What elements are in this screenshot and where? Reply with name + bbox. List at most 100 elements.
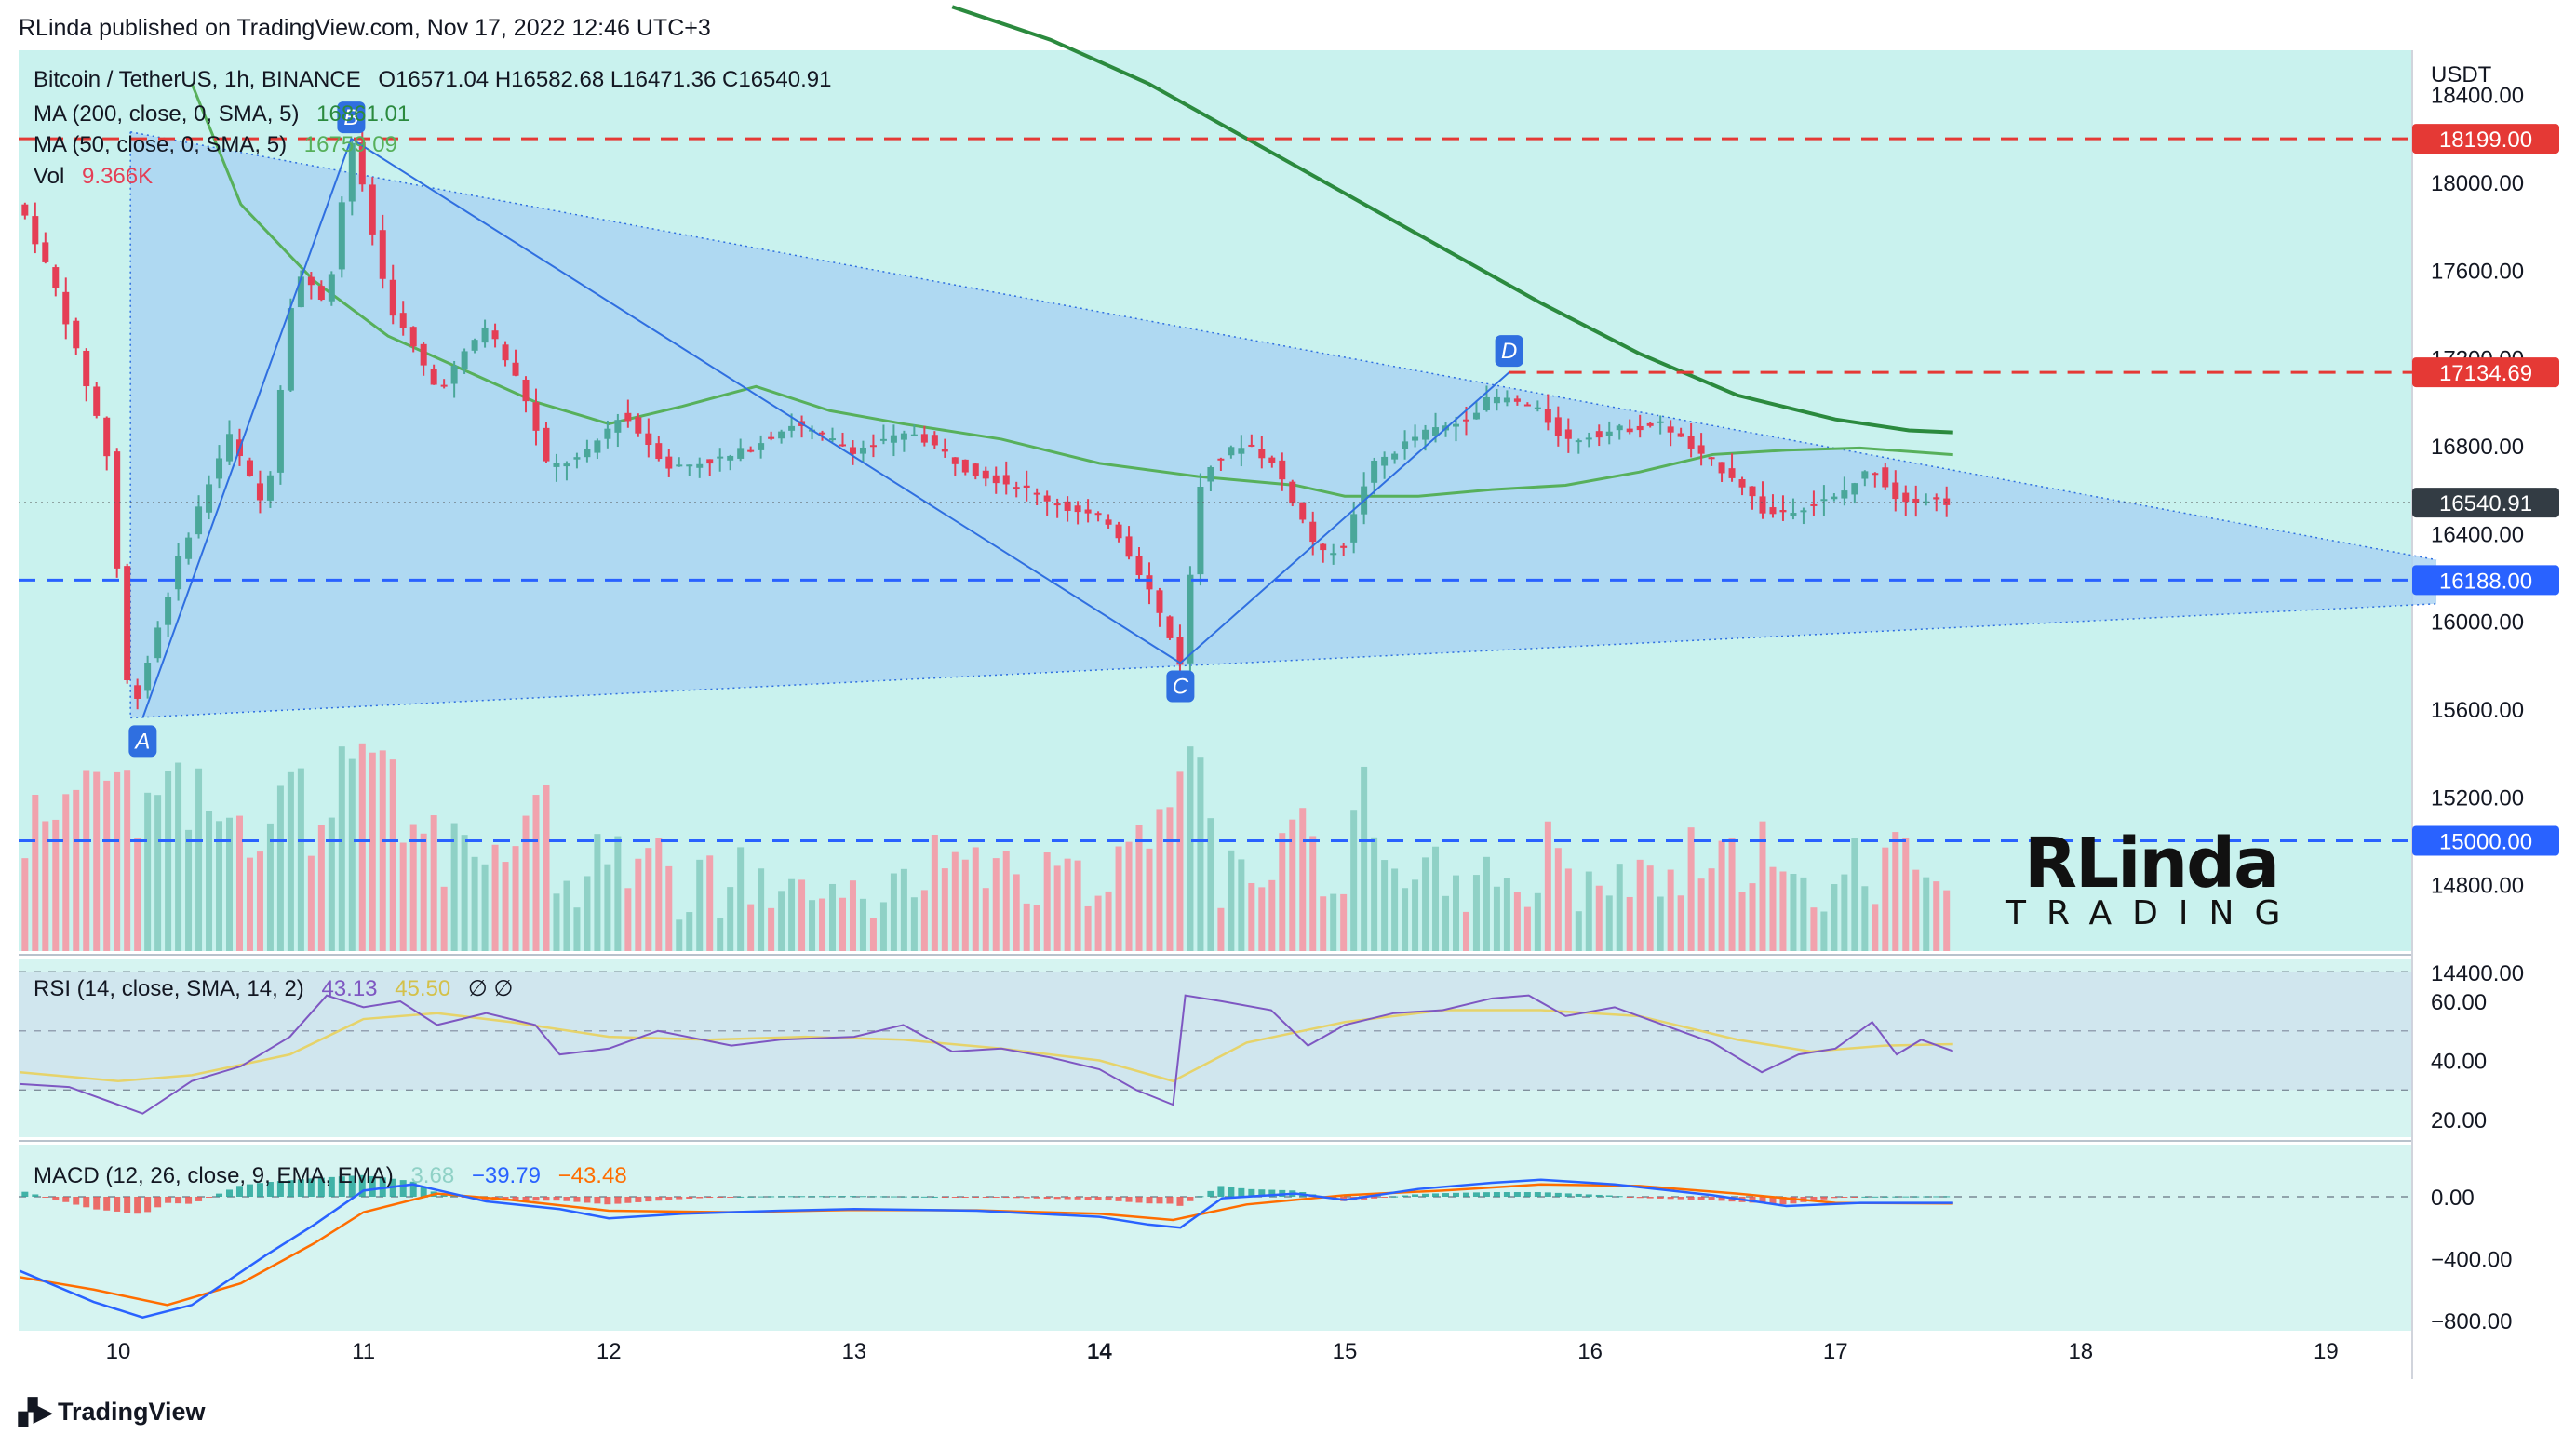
- volume-bar: [1279, 833, 1286, 951]
- volume-bar: [1023, 903, 1030, 951]
- candle-body: [1330, 553, 1337, 556]
- volume-bar: [1268, 879, 1276, 951]
- legend-ma50-row[interactable]: MA (50, close, 0, SMA, 5) 16759.09: [34, 132, 409, 158]
- candle: [1728, 453, 1736, 482]
- candle-body: [1289, 481, 1296, 504]
- candle: [348, 141, 356, 216]
- candle-body: [1534, 407, 1541, 409]
- candle: [328, 271, 335, 306]
- candle-body: [409, 327, 417, 347]
- candle: [1687, 422, 1695, 458]
- macd-hist-bar: [1105, 1197, 1112, 1201]
- candle: [103, 416, 111, 471]
- candle: [502, 341, 509, 367]
- macd-hist-bar: [645, 1197, 652, 1202]
- candle-body: [849, 447, 856, 454]
- tradingview-footer[interactable]: ▞▶ TradingView: [19, 1398, 206, 1427]
- macd-hist-bar: [348, 1175, 356, 1197]
- price-axis-unit: USDT: [2431, 62, 2492, 87]
- macd-hist-bar: [758, 1196, 765, 1198]
- candle-body: [747, 449, 755, 452]
- legend-ohlc: O16571.04 H16582.68 L16471.36 C16540.91: [378, 67, 832, 92]
- macd-hist-bar: [532, 1197, 540, 1201]
- candle: [1861, 470, 1869, 487]
- legend-ma200-row[interactable]: MA (200, close, 0, SMA, 5) 16861.01: [34, 101, 421, 127]
- candle-body: [1769, 507, 1777, 515]
- macd-hist-bar: [1125, 1197, 1133, 1202]
- macd-hist-bar: [225, 1189, 233, 1197]
- candle: [1677, 427, 1684, 437]
- volume-bar: [1872, 904, 1879, 951]
- volume-bar: [450, 823, 458, 951]
- candle: [758, 435, 765, 459]
- macd-hist-bar: [440, 1194, 448, 1197]
- volume-bar: [358, 743, 366, 951]
- volume-bar: [1156, 809, 1163, 951]
- macd-hist-bar: [1697, 1197, 1705, 1200]
- candle-body: [1472, 412, 1480, 420]
- volume-bar: [73, 789, 80, 951]
- watermark-small: TRADING: [2006, 894, 2301, 932]
- legend-vol-row[interactable]: Vol 9.366K: [34, 164, 164, 190]
- volume-bar: [1053, 865, 1061, 951]
- candle-body: [276, 389, 284, 473]
- volume-bar: [1800, 877, 1807, 951]
- volume-bar: [21, 858, 29, 951]
- triangle-upper-line: [130, 131, 2437, 561]
- legend-rsi-row[interactable]: RSI (14, close, SMA, 14, 2) 43.13 45.50 …: [34, 975, 524, 1002]
- candle-body: [1728, 468, 1736, 478]
- volume-bar: [1105, 891, 1112, 951]
- legend-macd-row[interactable]: MACD (12, 26, close, 9, EMA, EMA) 3.68 −…: [34, 1163, 638, 1189]
- volume-bar: [859, 898, 866, 951]
- macd-hist-bar: [1943, 1196, 1951, 1198]
- volume-bar: [1187, 746, 1194, 951]
- candle: [931, 431, 938, 449]
- macd-hist-bar: [706, 1197, 714, 1199]
- macd-hist-bar: [768, 1196, 775, 1198]
- macd-hist-bar: [1064, 1197, 1071, 1200]
- candle-body: [1084, 509, 1092, 514]
- candle-body: [62, 291, 70, 325]
- macd-hist-bar: [52, 1197, 60, 1200]
- macd-panel: [19, 1174, 2412, 1319]
- candle-body: [430, 369, 437, 385]
- volume-bar: [307, 855, 315, 951]
- candle: [1646, 422, 1654, 428]
- macd-hist-bar: [1646, 1197, 1654, 1199]
- publish-header: RLinda published on TradingView.com, Nov…: [19, 15, 711, 41]
- pattern-label-box: [128, 725, 157, 758]
- volume-bar: [1013, 874, 1020, 951]
- candle-body: [103, 417, 111, 457]
- abcd-zigzag: [141, 137, 1510, 718]
- candle: [1002, 461, 1010, 495]
- candle: [982, 466, 989, 487]
- macd-hist-bar: [83, 1197, 90, 1208]
- candle-body: [645, 433, 652, 445]
- candle-body: [1053, 503, 1061, 506]
- macd-hist-bar: [788, 1196, 796, 1198]
- legend-macd-signal: −43.48: [557, 1163, 627, 1188]
- candle: [430, 364, 437, 385]
- candle: [1493, 388, 1500, 411]
- candle-body: [1146, 575, 1153, 590]
- volume-bar: [246, 857, 253, 951]
- candle-body: [1943, 498, 1951, 505]
- candle: [1923, 493, 1930, 506]
- candle-body: [788, 425, 796, 431]
- macd-hist-bar: [1033, 1197, 1040, 1199]
- macd-hist-bar: [1135, 1197, 1143, 1203]
- legend-symbol[interactable]: Bitcoin / TetherUS, 1h, BINANCE: [34, 67, 361, 92]
- candle: [114, 448, 121, 578]
- macd-hist-bar: [553, 1197, 560, 1201]
- macd-hist-bar: [849, 1196, 856, 1198]
- candle-body: [1667, 426, 1674, 433]
- volume-bar: [1462, 911, 1469, 951]
- candle-body: [1779, 510, 1787, 513]
- macd-hist-bar: [1115, 1197, 1122, 1201]
- volume-bar: [1749, 883, 1756, 951]
- volume-bar: [216, 821, 223, 951]
- volume-bar: [1299, 808, 1307, 951]
- macd-hist-bar: [1176, 1197, 1184, 1206]
- volume-bar: [890, 873, 897, 951]
